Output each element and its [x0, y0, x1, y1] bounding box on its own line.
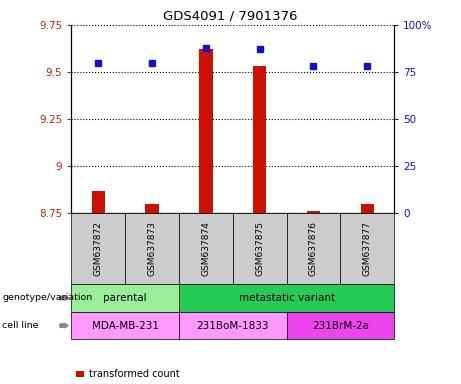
Bar — [145, 204, 159, 213]
Text: 231BrM-2a: 231BrM-2a — [312, 321, 369, 331]
Text: GSM637873: GSM637873 — [148, 221, 157, 276]
Text: MDA-MB-231: MDA-MB-231 — [92, 321, 159, 331]
Bar — [199, 50, 213, 213]
Text: parental: parental — [103, 293, 147, 303]
Text: cell line: cell line — [2, 321, 39, 330]
Text: transformed count: transformed count — [89, 369, 180, 379]
Text: 231BoM-1833: 231BoM-1833 — [196, 321, 269, 331]
Bar — [361, 204, 374, 213]
Bar — [253, 66, 266, 213]
Bar — [92, 190, 105, 213]
Text: GDS4091 / 7901376: GDS4091 / 7901376 — [163, 10, 298, 23]
Text: GSM637877: GSM637877 — [363, 221, 372, 276]
Text: GSM637876: GSM637876 — [309, 221, 318, 276]
Text: GSM637872: GSM637872 — [94, 221, 103, 276]
Text: GSM637874: GSM637874 — [201, 221, 210, 276]
Text: genotype/variation: genotype/variation — [2, 293, 93, 303]
Bar — [307, 211, 320, 213]
Text: GSM637875: GSM637875 — [255, 221, 264, 276]
Text: metastatic variant: metastatic variant — [238, 293, 335, 303]
